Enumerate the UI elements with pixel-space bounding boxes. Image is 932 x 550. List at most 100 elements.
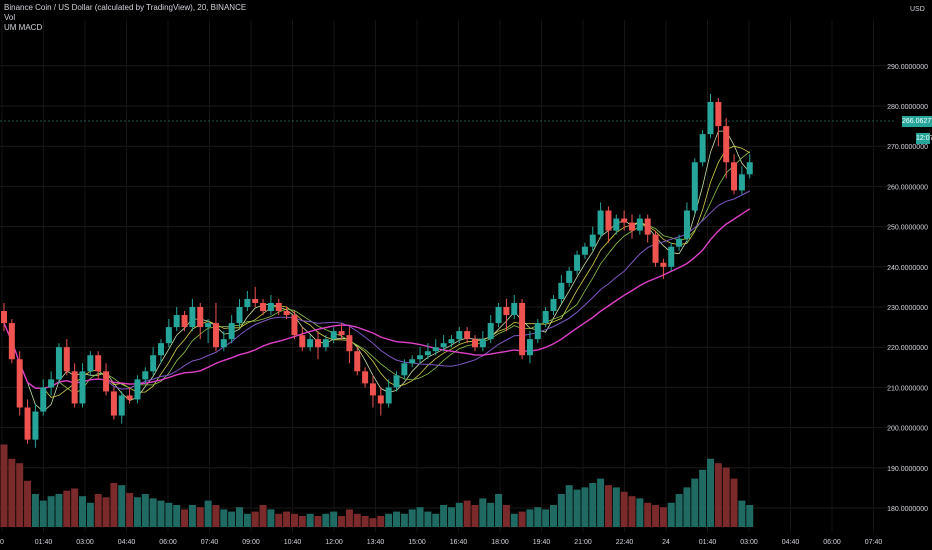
volume-bar xyxy=(393,511,400,527)
volume-bar xyxy=(220,509,228,527)
time-tick-label: 01:40 xyxy=(699,539,717,546)
macd-indicator-label[interactable]: UM MACD xyxy=(4,23,43,32)
candle-body xyxy=(95,355,102,372)
candle-body xyxy=(409,359,416,364)
candle-body xyxy=(652,234,659,263)
volume-bar xyxy=(707,458,714,527)
volume-bar xyxy=(165,502,173,527)
candle-body xyxy=(338,331,345,336)
candle-body xyxy=(385,387,392,404)
symbol-title[interactable]: Binance Coin / US Dollar (calculated by … xyxy=(4,3,247,12)
volume-bar xyxy=(8,458,16,527)
volume-bar xyxy=(126,492,134,527)
volume-bar xyxy=(455,502,463,527)
current-price-tag: 266.0627735 xyxy=(902,116,932,127)
time-tick-label: 21:00 xyxy=(574,539,592,546)
volume-bar xyxy=(691,478,699,527)
volume-bar xyxy=(644,502,652,527)
time-tick-label: 22:40 xyxy=(616,539,634,546)
candle-body xyxy=(566,270,573,283)
volume-bar xyxy=(667,502,675,527)
price-tick-label: 220.0000000 xyxy=(887,345,928,352)
volume-bar xyxy=(440,505,448,527)
candle-body xyxy=(393,375,400,388)
volume-bar xyxy=(267,509,275,527)
volume-bar xyxy=(39,500,47,527)
time-tick-label: 06:00 xyxy=(159,539,177,546)
price-tick-label: 210.0000000 xyxy=(887,385,928,392)
volume-bar xyxy=(652,505,660,527)
volume-bar xyxy=(714,463,722,527)
volume-indicator-label[interactable]: Vol xyxy=(4,13,16,22)
candle-body xyxy=(24,407,31,440)
volume-bar xyxy=(683,487,691,527)
candle-body xyxy=(644,218,651,235)
volume-bar xyxy=(377,516,385,527)
candle-body xyxy=(432,347,439,352)
volume-bar xyxy=(102,497,110,527)
volume-bar xyxy=(416,507,424,527)
time-tick-label: 07:40 xyxy=(201,539,219,546)
volume-bar xyxy=(236,507,243,527)
volume-bar xyxy=(730,478,738,527)
time-tick-label: 03:00 xyxy=(76,539,94,546)
candle-body xyxy=(307,339,314,348)
candle-body xyxy=(479,339,486,348)
volume-bar xyxy=(157,500,165,527)
candle-body xyxy=(291,315,298,336)
grid-lines xyxy=(0,20,895,532)
candle-body xyxy=(346,335,353,352)
chart-legend: Binance Coin / US Dollar (calculated by … xyxy=(4,3,246,33)
time-tick-label: 09:00 xyxy=(242,539,260,546)
candle-body xyxy=(158,343,164,356)
candle-body xyxy=(731,162,738,191)
volume-bar xyxy=(188,505,196,527)
volume-bar xyxy=(275,513,283,527)
volume-bar xyxy=(149,498,157,527)
volume-bar xyxy=(699,469,707,527)
volume-bar xyxy=(589,483,597,527)
candle-body xyxy=(581,246,588,255)
candle-body xyxy=(503,307,510,316)
time-tick-label: 0 xyxy=(0,539,4,546)
candle-body xyxy=(63,347,70,372)
volume-bar xyxy=(196,507,204,527)
time-tick-label: 04:40 xyxy=(118,539,136,546)
volume-bar xyxy=(345,509,353,527)
candle-body xyxy=(315,339,321,348)
candle-body xyxy=(574,254,581,271)
candle-body xyxy=(1,311,7,324)
volume-bar xyxy=(557,494,565,527)
candle-body xyxy=(699,134,706,163)
time-tick-label: 06:00 xyxy=(823,539,841,546)
candle-body xyxy=(71,371,78,404)
candle-body xyxy=(558,282,565,299)
candle-body xyxy=(597,210,604,235)
candle-body xyxy=(683,210,690,239)
candle-body xyxy=(369,383,376,396)
candle-body xyxy=(79,371,86,404)
candle-body xyxy=(126,395,133,400)
volume-bar xyxy=(259,505,267,527)
candle-body xyxy=(142,371,149,380)
candle-body xyxy=(691,162,698,211)
candle-body xyxy=(32,411,39,440)
candle-body xyxy=(260,302,267,312)
volume-bar xyxy=(173,505,181,527)
volume-bar xyxy=(424,511,432,527)
time-tick-label: 03:00 xyxy=(740,539,758,546)
time-axis: 0 01:40 03:00 04:40 06:00 07:40 09:00 10:40 12:0… xyxy=(0,539,882,546)
ma-line-purple xyxy=(3,190,751,390)
volume-bar xyxy=(495,494,503,527)
candle-body xyxy=(636,218,643,231)
volume-bar xyxy=(79,496,86,527)
candle-body xyxy=(605,210,612,231)
volume-bar xyxy=(330,511,338,527)
price-tick-label: 200.0000000 xyxy=(887,426,928,433)
time-tick-label: 04:40 xyxy=(782,539,800,546)
candle-body xyxy=(197,307,204,328)
time-tick-label: 01:40 xyxy=(35,539,53,546)
volume-bar xyxy=(361,516,369,527)
price-tick-label: 260.0000000 xyxy=(887,184,928,191)
